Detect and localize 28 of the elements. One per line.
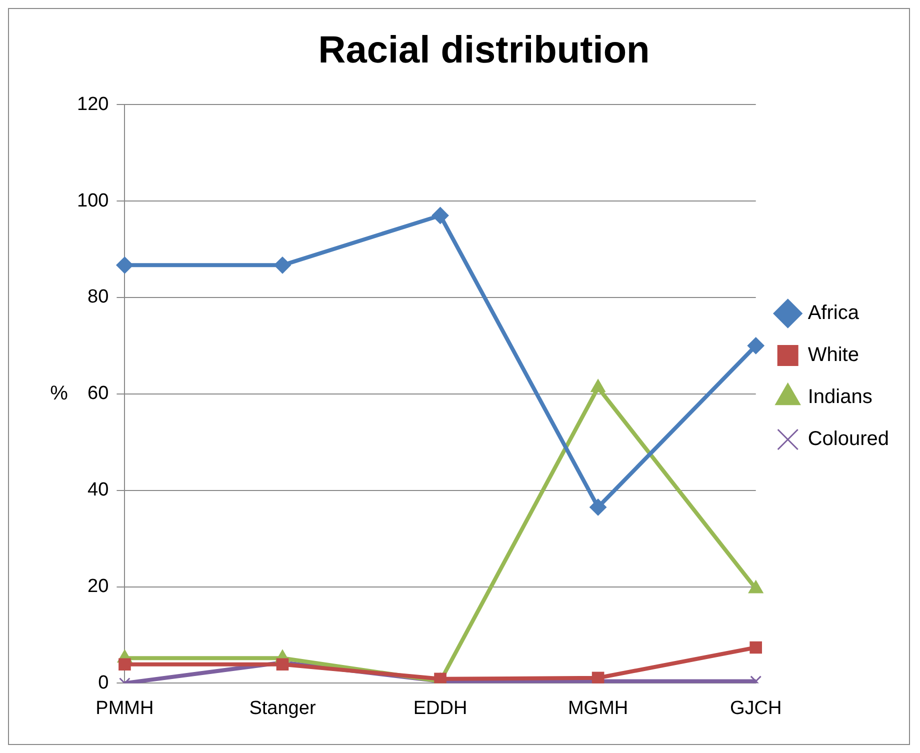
y-tick-label: 20 <box>88 576 109 597</box>
chart-title: Racial distribution <box>318 29 650 72</box>
x-tick-label: MGMH <box>568 698 628 719</box>
x-tick-label: Stanger <box>249 698 316 719</box>
x-tick-label: PMMH <box>96 698 154 719</box>
y-tick-label: 80 <box>88 286 109 308</box>
point <box>276 658 289 671</box>
point <box>750 641 762 654</box>
point <box>116 256 134 274</box>
point <box>432 207 449 224</box>
legend-label: Coloured <box>808 428 890 450</box>
y-tick-label: 120 <box>77 94 109 115</box>
y-tick-label: 100 <box>77 190 109 212</box>
legend-label: Indians <box>808 386 872 408</box>
point <box>274 256 291 274</box>
point <box>590 498 607 516</box>
y-tick-label: 0 <box>98 672 109 694</box>
y-axis-title: % <box>50 382 68 404</box>
point <box>592 672 604 684</box>
y-tick-label: 40 <box>88 480 109 501</box>
y-tick-label: 60 <box>88 383 109 404</box>
x-tick-label: EDDH <box>413 698 468 719</box>
point <box>118 658 131 671</box>
point <box>748 580 764 594</box>
legend-label: White <box>808 344 859 366</box>
legend-label: Africa <box>808 302 860 324</box>
point <box>747 337 764 354</box>
x-tick-label: GJCH <box>730 698 782 719</box>
